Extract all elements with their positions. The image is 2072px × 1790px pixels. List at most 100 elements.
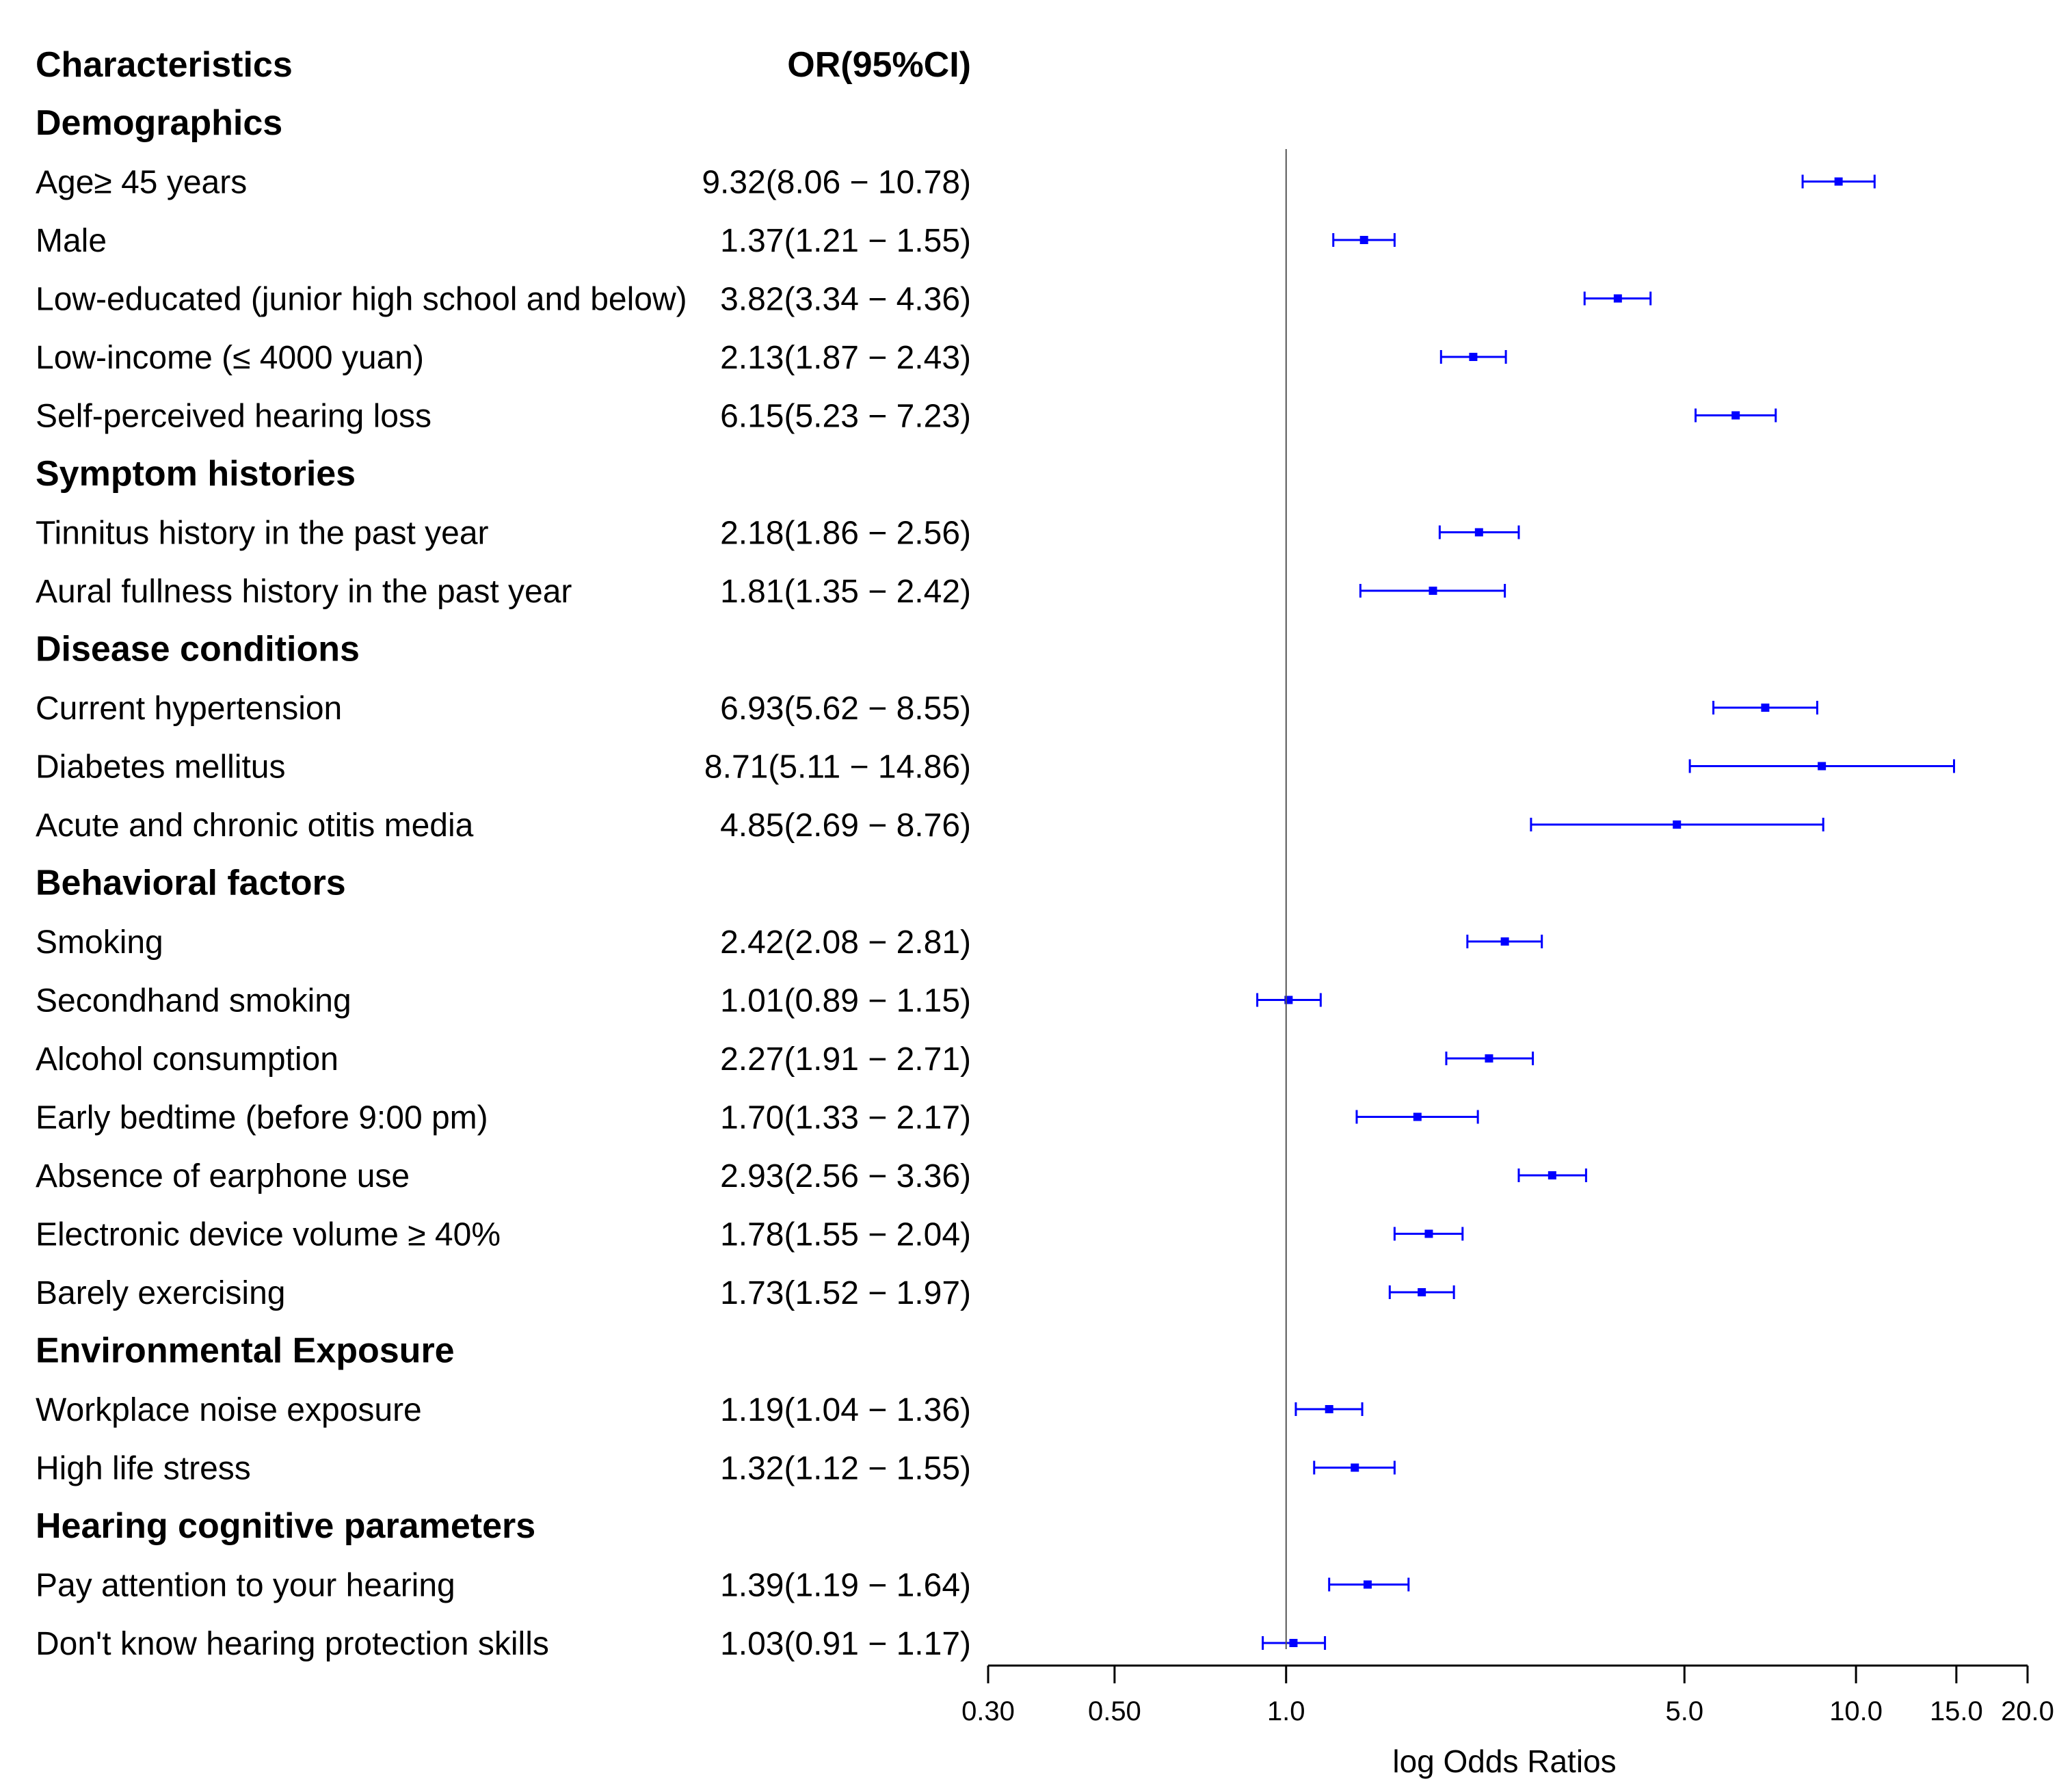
x-tick-label: 1.0 [1267, 1696, 1305, 1726]
x-tick-label: 15.0 [1930, 1696, 1983, 1726]
rows-layer: Demographics Age≥ 45 years 9.32(8.06 − 10.… [36, 103, 971, 1662]
ci-mark [1256, 993, 1322, 1007]
row-label: Tinnitus history in the past year [36, 516, 489, 552]
row-or-ci: 1.78(1.55 − 2.04) [720, 1217, 971, 1253]
row-label: Low-educated (junior high school and bel… [36, 282, 687, 318]
ci-mark [1332, 233, 1396, 247]
row-or-ci: 1.39(1.19 − 1.64) [720, 1568, 971, 1604]
row-or-ci: 2.27(1.91 − 2.71) [720, 1041, 971, 1078]
ci-mark [1294, 1402, 1364, 1416]
row-label: Absence of earphone use [36, 1158, 410, 1194]
group-heading: Disease conditions [36, 630, 360, 669]
ci-mark [1262, 1636, 1327, 1650]
point-estimate [1761, 704, 1770, 712]
row-or-ci: 9.32(8.06 − 10.78) [702, 165, 971, 201]
or-ci-header: OR(95%CI) [787, 45, 971, 85]
row-label: Acute and chronic otitis media [36, 807, 474, 844]
ci-mark [1688, 759, 1955, 773]
row-label: High life stress [36, 1451, 251, 1487]
ci-mark [1801, 174, 1876, 189]
point-estimate [1325, 1405, 1333, 1413]
row-label: Pay attention to your hearing [36, 1568, 455, 1604]
row-label: Current hypertension [36, 691, 342, 727]
point-estimate [1289, 1639, 1298, 1647]
ci-mark [1359, 584, 1506, 598]
point-estimate [1351, 1463, 1359, 1472]
row-or-ci: 1.81(1.35 − 2.42) [720, 574, 971, 610]
x-tick-label: 0.30 [961, 1696, 1015, 1726]
point-estimate [1613, 294, 1622, 303]
ci-mark [1439, 350, 1507, 364]
row-label: Smoking [36, 924, 163, 961]
x-axis: 0.30 0.50 1.0 5.0 10.0 15.0 20.0 [961, 1664, 2054, 1726]
point-estimate [1474, 528, 1483, 537]
ci-mark [1388, 1285, 1455, 1299]
point-estimate [1548, 1171, 1556, 1179]
row-or-ci: 1.37(1.21 − 1.55) [720, 223, 971, 259]
point-estimate [1818, 762, 1827, 771]
x-tick-label: 0.50 [1088, 1696, 1141, 1726]
ci-mark [1313, 1460, 1396, 1475]
row-or-ci: 2.18(1.86 − 2.56) [720, 516, 971, 552]
row-label: Early bedtime (before 9:00 pm) [36, 1100, 488, 1136]
ci-mark [1583, 291, 1652, 306]
point-estimate [1429, 587, 1437, 595]
row-or-ci: 6.15(5.23 − 7.23) [720, 399, 971, 435]
group-heading: Environmental Exposure [36, 1331, 455, 1371]
row-label: Workplace noise exposure [36, 1392, 422, 1428]
row-or-ci: 1.19(1.04 − 1.36) [720, 1392, 971, 1428]
ci-mark [1355, 1110, 1479, 1124]
characteristics-header: Characteristics [36, 45, 293, 85]
ci-mark [1712, 701, 1818, 714]
row-label: Male [36, 223, 107, 259]
group-heading: Symptom histories [36, 454, 356, 494]
ci-mark [1438, 525, 1520, 539]
x-tick-label: 10.0 [1829, 1696, 1883, 1726]
point-estimate [1413, 1112, 1422, 1121]
row-or-ci: 8.71(5.11 − 14.86) [704, 749, 971, 786]
row-label: Low-income (≤ 4000 yuan) [36, 340, 424, 376]
row-or-ci: 3.82(3.34 − 4.36) [720, 282, 971, 318]
row-label: Aural fullness history in the past year [36, 574, 572, 610]
x-tick-label: 20.0 [2001, 1696, 2054, 1726]
row-label: Age≥ 45 years [36, 165, 247, 201]
ci-mark [1517, 1168, 1587, 1182]
row-or-ci: 6.93(5.62 − 8.55) [720, 691, 971, 727]
ci-mark [1466, 935, 1543, 948]
row-or-ci: 1.32(1.12 − 1.55) [720, 1451, 971, 1487]
group-heading: Demographics [36, 103, 282, 143]
ci-mark [1695, 408, 1777, 423]
point-estimate [1834, 177, 1843, 186]
row-or-ci: 4.85(2.69 − 8.76) [720, 807, 971, 844]
marks-layer [1256, 149, 1955, 1650]
ci-mark [1393, 1227, 1464, 1241]
row-or-ci: 1.73(1.52 − 1.97) [720, 1275, 971, 1311]
ci-mark [1328, 1577, 1410, 1592]
point-estimate [1731, 411, 1740, 420]
row-or-ci: 1.01(0.89 − 1.15) [720, 983, 971, 1019]
row-or-ci: 1.03(0.91 − 1.17) [720, 1626, 971, 1662]
point-estimate [1673, 820, 1682, 829]
row-label: Alcohol consumption [36, 1041, 338, 1078]
ci-mark [1530, 818, 1824, 831]
row-label: Self-perceived hearing loss [36, 399, 431, 435]
group-heading: Hearing cognitive parameters [36, 1506, 535, 1546]
point-estimate [1418, 1288, 1426, 1296]
point-estimate [1363, 1580, 1372, 1589]
row-or-ci: 2.13(1.87 − 2.43) [720, 340, 971, 376]
row-label: Barely exercising [36, 1275, 285, 1311]
row-label: Diabetes mellitus [36, 749, 285, 786]
row-label: Secondhand smoking [36, 983, 351, 1019]
group-heading: Behavioral factors [36, 864, 346, 903]
ci-mark [1445, 1052, 1535, 1065]
x-axis-label: log Odds Ratios [1392, 1744, 1616, 1779]
point-estimate [1485, 1054, 1493, 1063]
row-label: Electronic device volume ≥ 40% [36, 1217, 501, 1253]
point-estimate [1359, 236, 1368, 244]
row-or-ci: 2.93(2.56 − 3.36) [720, 1158, 971, 1194]
point-estimate [1500, 937, 1509, 946]
row-label: Don't know hearing protection skills [36, 1626, 549, 1662]
x-tick-label: 5.0 [1665, 1696, 1703, 1726]
row-or-ci: 2.42(2.08 − 2.81) [720, 924, 971, 961]
